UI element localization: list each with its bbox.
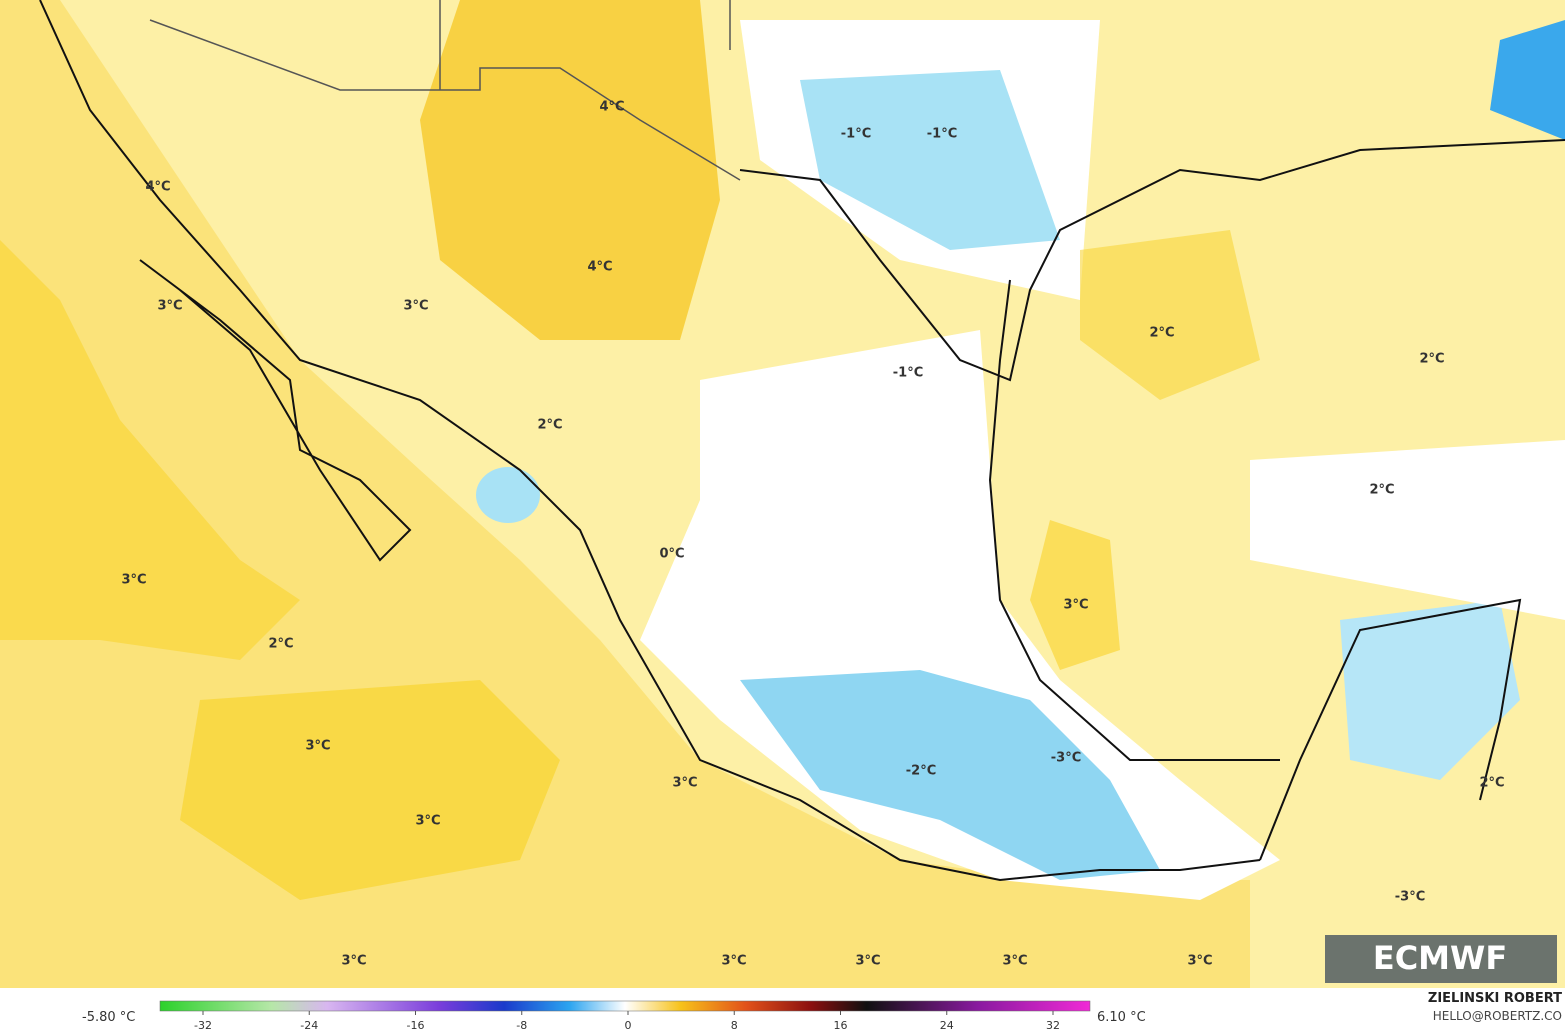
temperature-label: 3°C [855,954,880,969]
temperature-label: 2°C [537,418,562,433]
colorbar-tick-label: -32 [194,1019,212,1032]
temperature-label: -1°C [893,366,923,381]
colorbar: -5.80 °C 6.10 °C ZIELINSKI ROBERT HELLO@… [0,988,1565,1035]
colorbar-tick-label: 24 [940,1019,954,1032]
border [149,0,741,181]
temperature-label: 2°C [268,637,293,652]
credit-email: HELLO@ROBERTZ.CO [1433,1009,1562,1023]
temperature-label: -3°C [1395,890,1425,905]
temperature-label: -2°C [906,764,936,779]
colorbar-tick-label: 0 [625,1019,632,1032]
cool-area [800,70,1060,250]
cool-area [1250,440,1565,620]
colorbar-tick-label: -8 [516,1019,527,1032]
temperature-label: 3°C [305,739,330,754]
warm-area [420,0,720,340]
temperature-label: 3°C [415,814,440,829]
colorbar-tick-label: -24 [300,1019,318,1032]
cold-area [1490,20,1565,140]
temperature-label: 0°C [659,547,684,562]
warm-area [180,680,560,900]
temperature-label: 4°C [587,260,612,275]
temperature-label: 2°C [1419,352,1444,367]
colorbar-tick-label: 32 [1046,1019,1060,1032]
logo-text: ECMWF [1373,939,1507,977]
colorbar-tick-label: 16 [834,1019,848,1032]
temperature-label: 4°C [599,100,624,115]
temperature-label: 3°C [672,776,697,791]
temperature-label: 3°C [157,299,182,314]
coastline [39,0,1565,882]
logo: ECMWF [1325,935,1557,983]
colorbar-min: -5.80 °C [82,1010,135,1025]
colorbar-tick-label: 8 [731,1019,738,1032]
cold-area [740,670,1160,880]
temperature-label: 3°C [1063,598,1088,613]
temperature-label: 2°C [1149,326,1174,341]
temperature-label: 3°C [121,573,146,588]
temperature-label: 2°C [1479,776,1504,791]
warm-area [1080,230,1260,400]
temperature-label: -1°C [841,127,871,142]
temperature-label: -1°C [927,127,957,142]
colorbar-bar [159,1000,1091,1012]
temperature-label: 4°C [145,180,170,195]
temperature-label: 3°C [403,299,428,314]
credit-author: ZIELINSKI ROBERT [1428,991,1562,1006]
colorbar-max: 6.10 °C [1097,1010,1146,1025]
footer-background [0,988,1565,1035]
temperature-label: 3°C [1002,954,1027,969]
logo-box [1325,935,1557,983]
warm-area [1030,520,1120,670]
temperature-label: -3°C [1051,751,1081,766]
temperature-label: 2°C [1369,483,1394,498]
warm-area [0,240,300,660]
temperature-label: 3°C [1187,954,1212,969]
map [0,0,1565,988]
cool-area [1340,600,1520,780]
map-labels: 4°C -1°C -1°C 4°C 4°C 3°C 3°C 2°C 2°C -1°C 2°C 2°C 0… [121,100,1504,969]
temperature-label: 3°C [721,954,746,969]
cool-area [476,467,540,523]
temperature-label: 3°C [341,954,366,969]
colorbar-tick-label: -16 [407,1019,425,1032]
